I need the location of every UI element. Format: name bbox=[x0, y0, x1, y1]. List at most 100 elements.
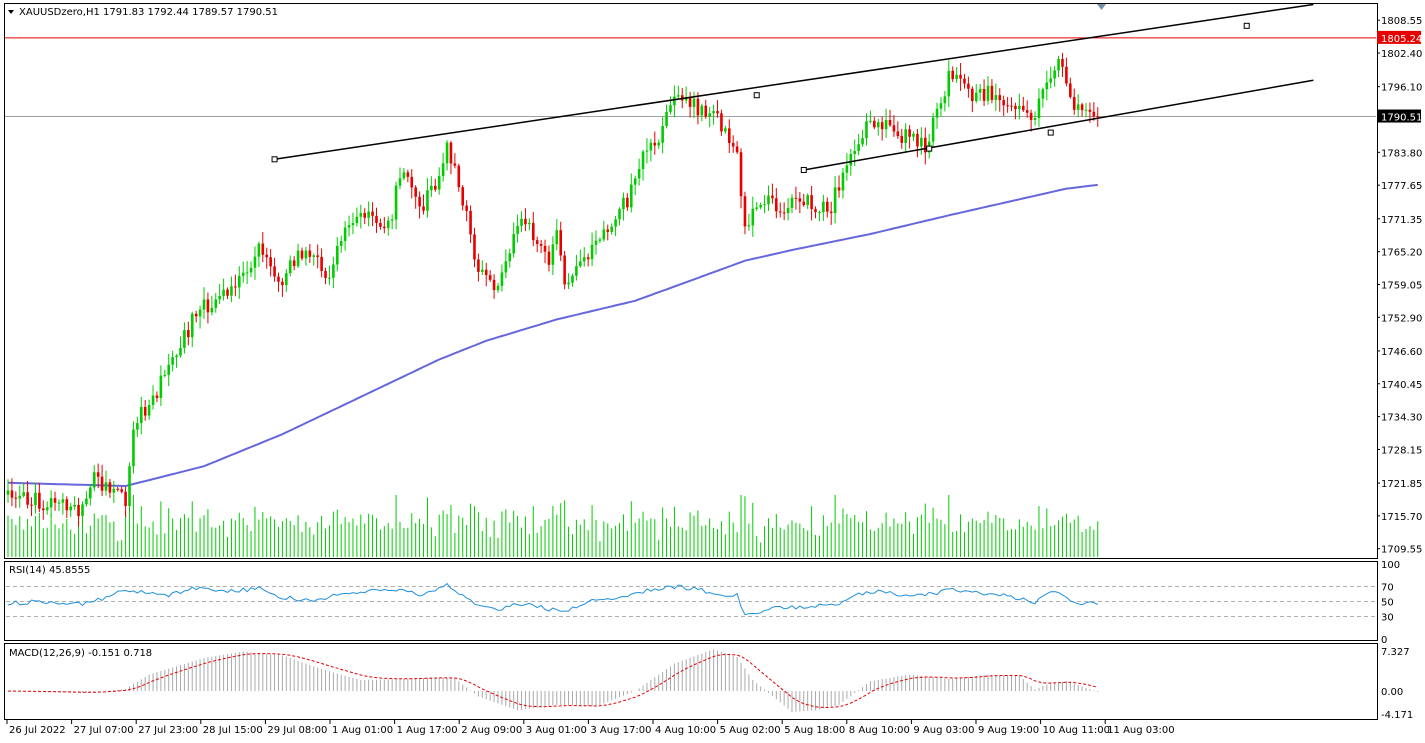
trendlines[interactable] bbox=[271, 3, 1314, 173]
candle-body bbox=[261, 243, 265, 255]
lower-channel[interactable] bbox=[803, 79, 1314, 171]
price-tick-label: 1721.85 bbox=[1381, 479, 1422, 490]
upper-anchor-point[interactable] bbox=[753, 92, 760, 99]
candle-body bbox=[26, 492, 29, 505]
price-tick-label: 1715.70 bbox=[1381, 512, 1422, 523]
candlesticks bbox=[6, 52, 1100, 529]
candle-body bbox=[430, 185, 433, 191]
candle-body bbox=[367, 211, 370, 218]
candle-body bbox=[18, 495, 22, 499]
candle-body bbox=[967, 83, 970, 89]
rsi-tick-label: 100 bbox=[1381, 560, 1400, 571]
candle-body bbox=[41, 508, 45, 511]
candle-body bbox=[524, 218, 527, 225]
price-tick-label: 1783.80 bbox=[1381, 148, 1422, 159]
time-tick-label: 5 Aug 02:00 bbox=[720, 725, 781, 736]
candle-body bbox=[210, 307, 214, 313]
dropdown-triangle-icon[interactable] bbox=[8, 10, 14, 14]
candle-body bbox=[292, 260, 296, 267]
time-tick-label: 10 Aug 11:00 bbox=[1043, 725, 1110, 736]
candle-body bbox=[34, 492, 37, 506]
candle-body bbox=[104, 482, 108, 491]
candle-body bbox=[89, 487, 92, 499]
candle-body bbox=[814, 209, 817, 213]
candle-body bbox=[692, 98, 696, 107]
candle-body bbox=[633, 178, 637, 185]
candle-body bbox=[143, 407, 147, 416]
candle-body bbox=[1021, 105, 1025, 111]
candle-body bbox=[959, 74, 962, 79]
candle-body bbox=[1010, 105, 1013, 107]
candle-body bbox=[802, 201, 806, 206]
time-tick-label: 1 Aug 17:00 bbox=[397, 725, 458, 736]
candle-body bbox=[786, 207, 790, 213]
candle-body bbox=[128, 466, 131, 506]
moving-average bbox=[7, 183, 1098, 488]
candle-body bbox=[971, 88, 974, 102]
candle-body bbox=[335, 245, 339, 265]
candle-body bbox=[900, 136, 904, 143]
candle-body bbox=[931, 117, 935, 142]
time-tick-label: 27 Jul 07:00 bbox=[74, 725, 134, 736]
candle-body bbox=[151, 395, 155, 405]
lower-anchor-point[interactable] bbox=[926, 145, 933, 152]
candle-body bbox=[771, 195, 774, 199]
candle-body bbox=[822, 201, 825, 213]
upper-channel[interactable] bbox=[274, 3, 1314, 161]
candle-body bbox=[445, 142, 449, 164]
lower-channel-handle[interactable] bbox=[800, 166, 807, 173]
candle-body bbox=[963, 78, 966, 84]
candle-body bbox=[571, 275, 574, 283]
candle-body bbox=[955, 74, 958, 80]
candle-body bbox=[586, 257, 590, 260]
candle-body bbox=[355, 216, 359, 224]
candle-body bbox=[724, 128, 727, 132]
candle-body bbox=[343, 227, 347, 241]
price-tick-label: 1771.35 bbox=[1381, 215, 1422, 226]
candle-body bbox=[943, 96, 947, 104]
candle-body bbox=[241, 272, 245, 276]
time-tick-label: 1 Aug 01:00 bbox=[332, 725, 393, 736]
candle-body bbox=[85, 498, 88, 505]
candle-body bbox=[567, 282, 570, 285]
price-tick-label: 1740.45 bbox=[1381, 380, 1422, 391]
candle-body bbox=[214, 299, 218, 308]
upper-channel-handle[interactable] bbox=[271, 156, 278, 163]
candle-body bbox=[606, 229, 610, 232]
candle-body bbox=[528, 222, 531, 225]
candle-body bbox=[53, 498, 57, 503]
time-tick-label: 26 Jul 2022 bbox=[9, 725, 66, 736]
candle-body bbox=[175, 355, 178, 358]
shift-marker-icon[interactable] bbox=[1097, 4, 1106, 10]
time-tick-label: 8 Aug 10:00 bbox=[849, 725, 910, 736]
candle-body bbox=[700, 105, 704, 116]
candle-body bbox=[1072, 96, 1076, 110]
candle-body bbox=[575, 266, 578, 276]
candle-body bbox=[1049, 78, 1053, 83]
macd-pane-frame bbox=[4, 643, 1378, 720]
candle-body bbox=[794, 197, 798, 199]
candle-body bbox=[6, 490, 10, 495]
candle-body bbox=[457, 165, 461, 188]
candle-body bbox=[179, 347, 182, 356]
candle-body bbox=[880, 122, 884, 130]
candle-body bbox=[747, 225, 751, 227]
candle-body bbox=[731, 142, 735, 147]
candle-body bbox=[308, 250, 312, 257]
upper-anchor-point-2[interactable] bbox=[1243, 22, 1250, 29]
candle-body bbox=[38, 492, 41, 509]
candle-body bbox=[324, 270, 327, 279]
candle-body bbox=[285, 273, 288, 286]
candle-body bbox=[1041, 89, 1045, 99]
rsi-tick-label: 0 bbox=[1381, 635, 1387, 646]
candle-body bbox=[516, 225, 519, 235]
rsi-pane-frame bbox=[4, 561, 1378, 641]
candle-body bbox=[904, 129, 907, 143]
candle-body bbox=[665, 111, 668, 126]
candle-body bbox=[1045, 82, 1049, 90]
candle-body bbox=[347, 225, 351, 228]
lower-anchor-point-2[interactable] bbox=[1047, 129, 1054, 136]
candle-body bbox=[994, 95, 998, 100]
time-tick-label: 3 Aug 01:00 bbox=[526, 725, 587, 736]
